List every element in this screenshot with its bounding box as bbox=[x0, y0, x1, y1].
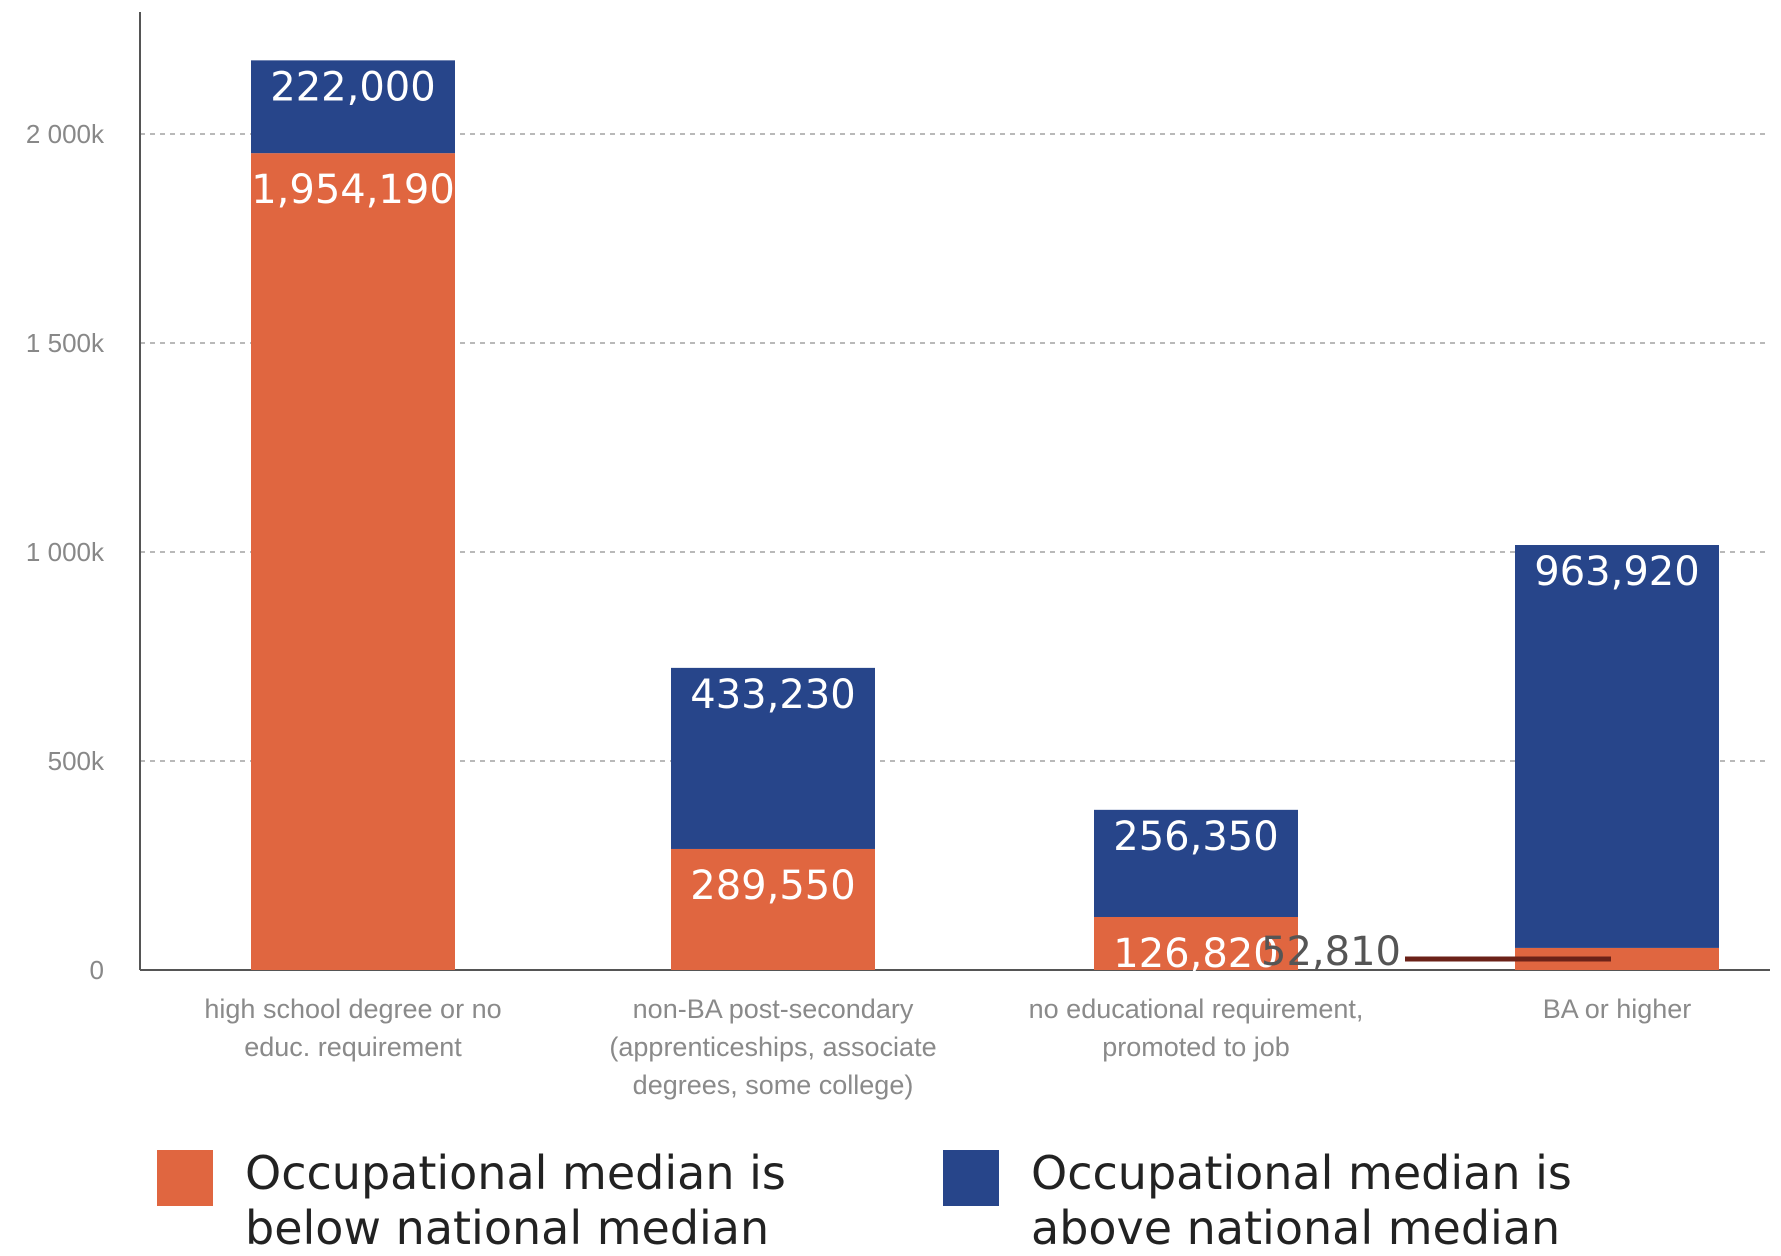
bar-below-3 bbox=[1515, 947, 1719, 970]
value-label-above-0: 222,000 bbox=[270, 64, 435, 110]
legend-label-below-line2: below national median bbox=[245, 1201, 770, 1255]
value-label-below-2: 126,820 bbox=[1113, 931, 1278, 977]
x-category-label-line: promoted to job bbox=[1102, 1032, 1290, 1062]
x-category-label-line: educ. requirement bbox=[244, 1032, 462, 1062]
legend-label-below-line1: Occupational median is bbox=[245, 1146, 786, 1200]
x-category-label-0: high school degree or no educ. requiremen… bbox=[204, 994, 501, 1062]
legend-label-below: Occupational median is below national me… bbox=[245, 1146, 845, 1256]
legend-label-above-line1: Occupational median is bbox=[1031, 1146, 1572, 1200]
value-label-below-3: 52,810 bbox=[1261, 929, 1401, 975]
x-category-label-line: BA or higher bbox=[1543, 994, 1692, 1024]
x-category-label-2: no educational requirement, promoted to j… bbox=[1029, 994, 1364, 1062]
value-label-below-1: 289,550 bbox=[690, 863, 855, 909]
y-tick-label: 1 500k bbox=[26, 328, 105, 358]
legend-item-below: Occupational median is below national me… bbox=[157, 1146, 845, 1256]
x-category-label-line: non-BA post-secondary bbox=[633, 994, 914, 1024]
value-label-above-2: 256,350 bbox=[1113, 814, 1278, 860]
legend-label-above: Occupational median is above national me… bbox=[1031, 1146, 1631, 1256]
bar-below-2 bbox=[1094, 916, 1298, 970]
y-tick-label: 500k bbox=[48, 746, 105, 776]
x-category-label-1: non-BA post-secondary (apprenticeships, a… bbox=[609, 994, 936, 1100]
value-label-above-3: 963,920 bbox=[1534, 549, 1699, 595]
y-tick-label: 2 000k bbox=[26, 119, 105, 149]
legend-label-above-line2: above national median bbox=[1031, 1201, 1561, 1255]
x-category-label-3: BA or higher bbox=[1543, 994, 1692, 1024]
bar-above-3 bbox=[1515, 545, 1719, 948]
x-category-label-line: (apprenticeships, associate bbox=[609, 1032, 936, 1062]
x-category-label-line: degrees, some college) bbox=[633, 1070, 914, 1100]
y-tick-label: 0 bbox=[90, 955, 104, 985]
bar-above-2 bbox=[1094, 809, 1298, 917]
value-label-below-0: 1,954,190 bbox=[251, 167, 455, 213]
bar-above-0 bbox=[251, 60, 455, 154]
bar-above-1 bbox=[671, 667, 875, 849]
bar-below-0 bbox=[251, 153, 455, 971]
x-category-label-line: no educational requirement, bbox=[1029, 994, 1364, 1024]
legend-swatch-below bbox=[157, 1150, 213, 1206]
legend-item-above: Occupational median is above national me… bbox=[943, 1146, 1631, 1256]
y-tick-label: 1 000k bbox=[26, 537, 105, 567]
x-category-label-line: high school degree or no bbox=[204, 994, 501, 1024]
value-label-above-1: 433,230 bbox=[690, 672, 855, 718]
legend-swatch-above bbox=[943, 1150, 999, 1206]
bar-below-1 bbox=[671, 848, 875, 970]
